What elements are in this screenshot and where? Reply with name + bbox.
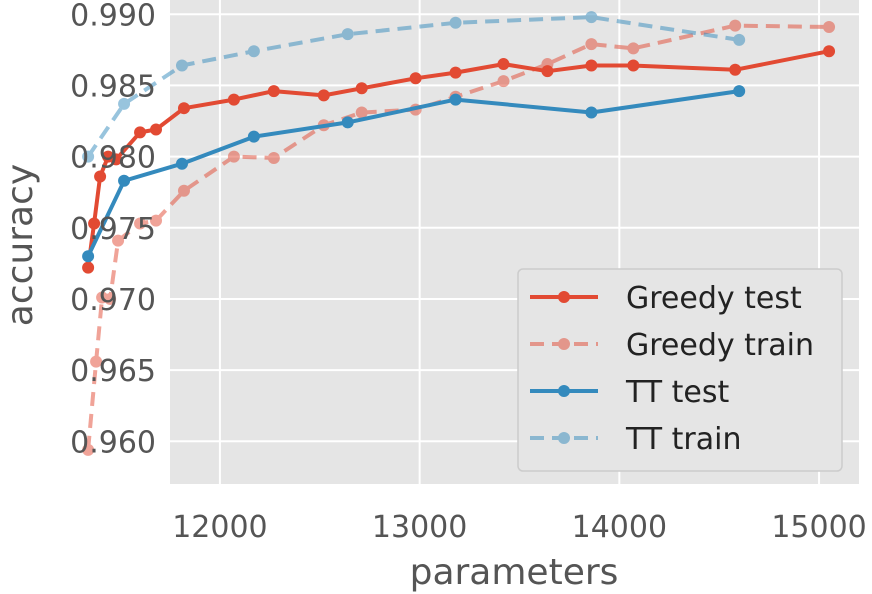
legend-label: Greedy test [626,281,802,316]
data-point [823,21,836,34]
data-point [449,66,462,79]
data-point [409,72,422,85]
data-point [94,170,107,183]
legend-entry-0 [530,291,598,303]
legend-entry-1 [530,338,598,350]
data-point [112,234,125,247]
legend-label: TT train [625,422,742,457]
data-point [134,126,147,139]
data-point [88,217,101,230]
series-layer [82,11,836,456]
data-point [497,58,510,71]
series-line [86,15,740,158]
data-point [541,58,554,71]
series-1 [82,19,836,456]
x-axis-label: parameters [410,552,619,593]
legend-label: TT test [625,375,730,410]
legend-marker [558,432,570,444]
data-point [267,152,280,165]
data-point [729,63,742,76]
data-point [341,28,354,41]
data-point [585,59,598,72]
data-point [585,11,598,24]
y-tick-label: 0.975 [70,212,156,247]
data-point [627,59,640,72]
legend-marker [558,385,570,397]
y-tick-label: 0.960 [70,425,156,460]
legend-box [517,268,843,472]
data-point [177,184,190,197]
data-point [82,150,95,163]
legend-marker [558,291,570,303]
data-point [627,42,640,55]
data-point [449,93,462,106]
x-tick-label: 14000 [572,510,667,545]
data-point [110,153,123,166]
series-line [86,89,740,258]
data-point [497,75,510,88]
x-tick-label: 13000 [372,510,467,545]
data-point [341,116,354,129]
tick-labels: 12000 13000 14000 15000 0.960 0.965 0.970 0.975… [70,0,867,545]
data-point [175,157,188,170]
data-point [733,33,746,46]
data-point [227,93,240,106]
legend-entry-2 [530,385,598,397]
data-point [118,97,131,110]
data-point [267,85,280,98]
legend: Greedy test Greedy train TT test TT train [517,268,843,472]
grid [170,0,859,484]
legend-marker [558,338,570,350]
y-tick-label: 0.970 [70,283,156,318]
data-point [177,102,190,115]
data-point [118,174,131,187]
data-point [90,355,103,368]
data-point [585,106,598,119]
data-point [227,150,240,163]
data-point [585,38,598,51]
y-tick-label: 0.985 [70,69,156,104]
data-point [247,130,260,143]
data-point [355,82,368,95]
x-tick-label: 12000 [172,510,267,545]
legend-label: Greedy train [626,328,814,363]
data-point [175,59,188,72]
legend-entry-3 [530,432,598,444]
y-tick-label: 0.980 [70,141,156,176]
data-point [729,19,742,32]
series-3 [82,11,746,163]
data-point [104,292,117,305]
series-line [86,23,830,450]
series-2 [82,85,746,263]
y-axis-label: accuracy [0,164,41,326]
data-point [733,85,746,98]
series-0 [82,45,836,274]
data-point [82,443,95,456]
data-point [150,214,163,227]
data-point [317,89,330,102]
y-tick-label: 0.990 [70,0,156,33]
data-point [82,261,95,274]
data-point [82,250,95,263]
data-point [134,217,147,230]
data-point [247,45,260,58]
x-tick-label: 15000 [771,510,866,545]
data-point [355,106,368,119]
y-tick-label: 0.965 [70,354,156,389]
data-point [823,45,836,58]
data-point [150,123,163,136]
data-point [449,16,462,29]
